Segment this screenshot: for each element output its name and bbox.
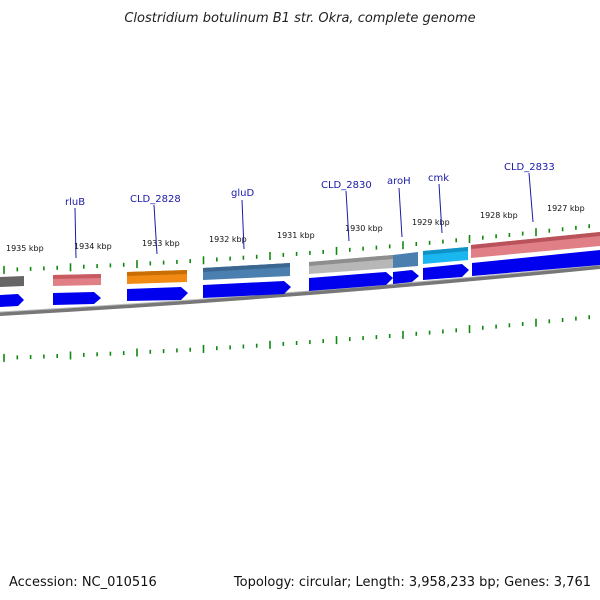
kbp-tick-track xyxy=(3,224,591,274)
gene-label-CLD_2830: CLD_2830 xyxy=(321,180,372,191)
kbp-label: 1930 kbp xyxy=(345,224,383,233)
gene-label-cmk: cmk xyxy=(428,173,449,184)
genome-title: Clostridium botulinum B1 str. Okra, comp… xyxy=(124,11,475,26)
gene-label-CLD_2828: CLD_2828 xyxy=(130,194,181,205)
gene-label-rluB: rluB xyxy=(65,197,85,208)
gc-tick-track xyxy=(3,315,591,362)
kbp-label: 1927 kbp xyxy=(547,204,585,213)
kbp-label: 1928 kbp xyxy=(480,211,518,220)
cds-arrow[interactable] xyxy=(203,281,291,298)
cds-arrow[interactable] xyxy=(0,294,24,307)
genome-summary-text: Topology: circular; Length: 3,958,233 bp… xyxy=(233,575,591,590)
kbp-label: 1929 kbp xyxy=(412,218,450,227)
cds-arrow[interactable] xyxy=(393,270,419,284)
kbp-label: 1934 kbp xyxy=(74,242,112,251)
kbp-label: 1932 kbp xyxy=(209,235,247,244)
gene-label-gluD: gluD xyxy=(231,188,254,199)
kbp-label: 1933 kbp xyxy=(142,239,180,248)
cds-arrow[interactable] xyxy=(309,272,393,291)
kbp-labels: 1935 kbp 1934 kbp 1933 kbp 1932 kbp 1931… xyxy=(6,204,585,253)
gene-labels: rluB CLD_2828 gluD CLD_2830 aroH cmk CLD… xyxy=(65,162,555,259)
feature-aroH[interactable] xyxy=(393,252,418,268)
genome-backbone xyxy=(0,265,600,316)
accession-text: Accession: NC_010516 xyxy=(9,575,157,590)
kbp-label: 1935 kbp xyxy=(6,244,44,253)
cds-arrow[interactable] xyxy=(423,264,469,280)
kbp-label: 1931 kbp xyxy=(277,231,315,240)
cds-arrow[interactable] xyxy=(472,250,600,276)
cds-arrow[interactable] xyxy=(127,287,188,301)
feature-unlabeled-left[interactable] xyxy=(0,276,24,287)
gene-label-aroH: aroH xyxy=(387,176,411,187)
cds-track xyxy=(0,250,600,307)
feature-track xyxy=(0,232,600,287)
gene-label-CLD_2833: CLD_2833 xyxy=(504,162,555,173)
cds-arrow[interactable] xyxy=(53,292,101,305)
